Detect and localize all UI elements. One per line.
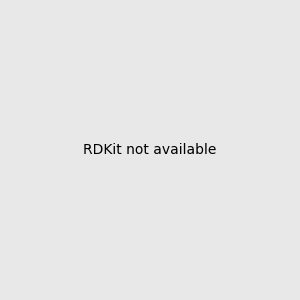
Text: RDKit not available: RDKit not available: [83, 143, 217, 157]
